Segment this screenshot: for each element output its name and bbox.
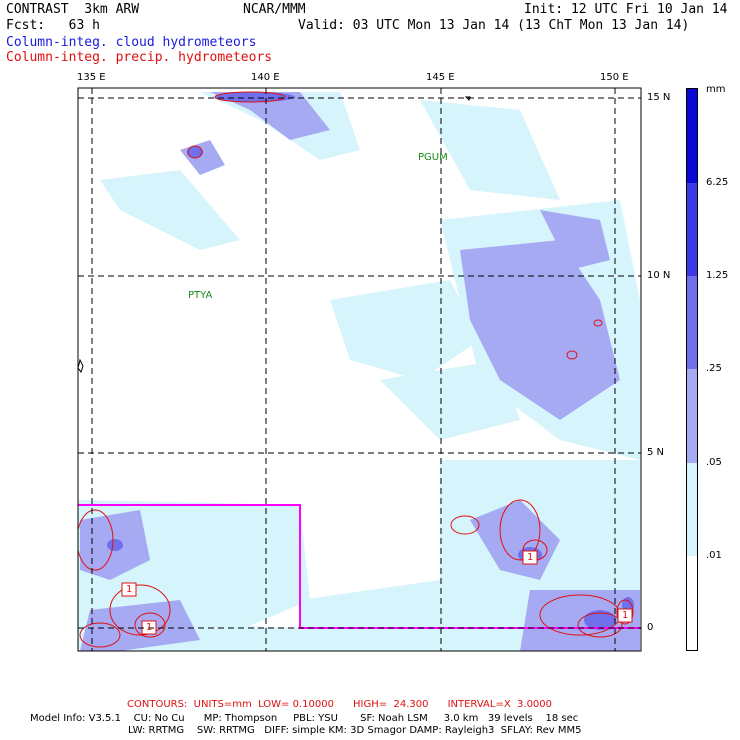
- legend-swatch: [687, 369, 697, 463]
- model-info-physics: LW: RRTMG SW: RRTMG DIFF: simple KM: 3D …: [128, 725, 582, 736]
- init-time: Init: 12 UTC Fri 10 Jan 14: [524, 2, 728, 17]
- legend-label: .01: [706, 550, 722, 561]
- island-outline: [78, 358, 84, 374]
- valid-time: Valid: 03 UTC Mon 13 Jan 14 (13 ChT Mon …: [298, 18, 690, 33]
- model-info: Model Info: V3.5.1 CU: No Cu MP: Thompso…: [30, 713, 579, 724]
- forecast-hour: Fcst: 63 h: [6, 18, 100, 33]
- legend-label: 6.25: [706, 177, 729, 188]
- lat-label: 10 N: [647, 270, 671, 281]
- legend-swatch: [687, 276, 697, 369]
- legend-swatch: [687, 463, 697, 556]
- plot-frame: [77, 87, 642, 652]
- lat-label: 5 N: [647, 447, 665, 458]
- legend-label: 1.25: [706, 270, 729, 281]
- lon-label: 140 E: [251, 72, 280, 83]
- legend-unit: mm: [706, 84, 726, 95]
- precip-contours: [78, 91, 634, 648]
- contour-label: 1: [622, 610, 629, 621]
- lon-label: 150 E: [600, 72, 629, 83]
- lon-label: 135 E: [77, 72, 106, 83]
- contour-info: CONTOURS: UNITS=mm LOW= 0.10000 HIGH= 24…: [127, 699, 553, 710]
- legend-label: .05: [706, 457, 722, 468]
- center-label: NCAR/MMM: [243, 2, 306, 17]
- station-label: PGUM: [418, 152, 448, 163]
- legend-label: .25: [706, 363, 722, 374]
- color-scale-legend: [686, 88, 698, 651]
- contour-label: 1: [527, 552, 534, 563]
- field-precip-label: Column-integ. precip. hydrometeors: [6, 50, 273, 65]
- field-cloud-label: Column-integ. cloud hydrometeors: [6, 35, 257, 50]
- lon-label: 145 E: [426, 72, 455, 83]
- contour-label: 1: [126, 584, 133, 595]
- contour-label: 1: [146, 622, 153, 633]
- lat-label: 0: [647, 622, 654, 633]
- legend-swatch: [687, 556, 697, 650]
- model-title: CONTRAST 3km ARW: [6, 2, 140, 17]
- lat-label: 15 N: [647, 92, 671, 103]
- legend-swatch: [687, 89, 697, 183]
- station-label: PTYA: [188, 290, 213, 301]
- lat-lon-grid: [78, 88, 641, 651]
- legend-swatch: [687, 183, 697, 276]
